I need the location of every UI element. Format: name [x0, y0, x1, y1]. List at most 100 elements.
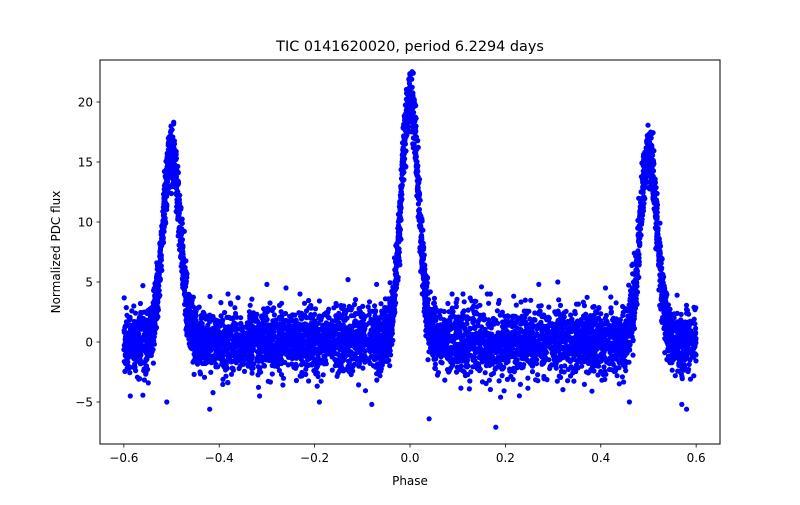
data-point: [315, 373, 321, 380]
data-point: [630, 352, 636, 358]
data-point: [358, 314, 364, 320]
data-point: [127, 393, 133, 399]
data-point: [560, 317, 566, 323]
data-point: [346, 358, 352, 364]
data-point: [308, 343, 314, 349]
data-point: [136, 331, 142, 337]
data-point: [253, 325, 260, 331]
data-point: [483, 332, 490, 338]
data-point: [453, 331, 459, 337]
data-point: [544, 377, 550, 383]
data-point: [278, 309, 284, 315]
data-point: [459, 358, 465, 364]
data-point: [270, 359, 276, 365]
data-point: [131, 303, 137, 309]
data-point: [122, 353, 128, 359]
data-point: [368, 353, 374, 359]
data-point: [479, 324, 485, 330]
data-point: [503, 334, 509, 340]
data-point: [351, 361, 357, 367]
data-point: [465, 307, 471, 313]
data-point: [268, 338, 274, 344]
data-point: [688, 321, 694, 327]
data-point: [496, 297, 502, 304]
data-point: [693, 325, 699, 331]
data-point: [223, 335, 229, 341]
data-point: [546, 304, 552, 310]
data-point: [372, 303, 378, 309]
data-point: [499, 373, 505, 379]
data-point: [683, 302, 690, 308]
data-point: [514, 325, 520, 331]
data-point: [289, 361, 295, 367]
data-point: [468, 334, 474, 340]
data-point: [458, 385, 464, 391]
data-point: [531, 352, 537, 358]
data-point: [352, 301, 358, 307]
data-point: [333, 313, 339, 319]
data-point: [348, 313, 354, 319]
data-point: [443, 326, 449, 332]
data-point: [465, 343, 471, 349]
data-point: [589, 388, 595, 394]
data-point: [122, 368, 128, 374]
data-point: [463, 337, 469, 343]
data-point: [220, 376, 226, 382]
data-point: [524, 325, 531, 331]
data-point: [306, 378, 312, 384]
data-point: [445, 300, 451, 307]
data-point: [557, 302, 564, 308]
data-point: [270, 318, 276, 324]
data-point: [137, 313, 143, 319]
data-point: [445, 331, 451, 337]
data-point: [542, 354, 548, 360]
data-point: [335, 370, 341, 376]
data-point: [316, 298, 322, 304]
data-point: [276, 367, 282, 374]
data-point: [218, 313, 224, 319]
data-point: [571, 326, 577, 332]
data-point: [235, 295, 241, 301]
data-point: [132, 361, 138, 367]
data-point: [127, 314, 133, 320]
data-point: [228, 371, 235, 377]
data-point: [227, 315, 234, 321]
data-point: [213, 327, 219, 333]
data-point: [616, 381, 622, 387]
data-point: [238, 337, 244, 343]
data-point: [267, 300, 273, 306]
data-point: [125, 364, 131, 370]
data-point: [124, 323, 130, 329]
data-point: [292, 344, 298, 350]
data-point: [314, 383, 320, 389]
data-point: [535, 372, 541, 378]
data-point: [439, 360, 445, 366]
data-point: [263, 317, 269, 323]
data-point: [332, 363, 338, 369]
data-point: [334, 318, 340, 324]
data-point: [271, 344, 277, 350]
data-point: [489, 353, 495, 359]
data-point: [446, 309, 452, 315]
data-point: [691, 373, 697, 379]
data-point: [250, 365, 256, 371]
data-point: [603, 357, 609, 363]
data-point: [477, 366, 483, 372]
data-point: [255, 384, 262, 390]
data-point: [236, 365, 242, 372]
data-point: [458, 363, 464, 369]
data-point: [308, 302, 314, 309]
data-point: [297, 291, 303, 297]
data-point: [439, 332, 445, 338]
data-point: [207, 293, 213, 300]
data-point: [209, 336, 216, 342]
data-point: [526, 342, 533, 348]
data-point: [568, 312, 574, 318]
data-point: [345, 363, 351, 369]
data-point: [497, 312, 503, 318]
data-point: [470, 315, 476, 321]
data-point: [249, 296, 255, 302]
data-point: [453, 319, 459, 326]
data-point: [518, 299, 524, 305]
